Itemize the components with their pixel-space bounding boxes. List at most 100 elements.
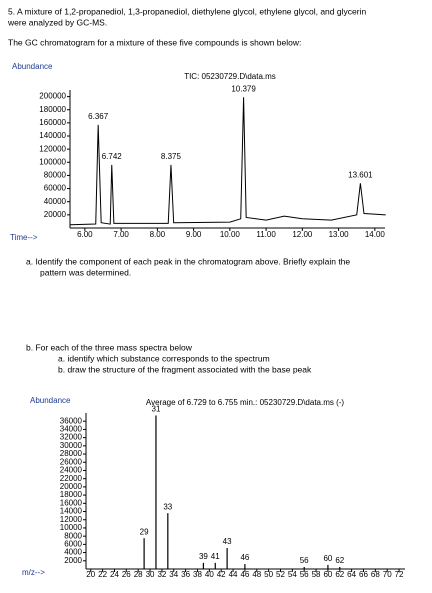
peak-label: 13.601	[348, 170, 373, 179]
peak-label: 62	[335, 556, 344, 565]
peak-label: 29	[140, 527, 149, 536]
x-tick-label: 66	[359, 570, 368, 579]
x-tick-label: 44	[229, 570, 238, 579]
x-tick-label: 52	[276, 570, 285, 579]
y-tick-label: 80000	[44, 171, 67, 180]
question-intro: were analyzed by GC-MS.	[7, 17, 107, 27]
x-tick-label: 22	[98, 570, 107, 579]
y-tick-label: 140000	[39, 131, 66, 140]
part-a: a. Identify the component of each peak i…	[26, 256, 350, 266]
x-tick-label: 12.00	[292, 230, 313, 239]
x-tick-label: 58	[312, 570, 321, 579]
x-tick-label: 10.00	[220, 230, 241, 239]
y-axis-label: Abundance	[30, 396, 71, 405]
question-lead: The GC chromatogram for a mixture of the…	[8, 37, 301, 47]
chart-title: Average of 6.729 to 6.755 min.: 05230729…	[146, 398, 345, 407]
peak-label: 43	[223, 537, 232, 546]
x-tick-label: 60	[323, 570, 332, 579]
spectrum-bar	[214, 562, 216, 569]
x-tick-label: 72	[395, 570, 404, 579]
y-tick-label: 4000	[64, 548, 82, 557]
x-tick-label: 26	[122, 570, 131, 579]
spectrum-bar	[155, 415, 157, 569]
x-tick-label: 34	[169, 570, 178, 579]
chart-title: TIC: 05230729.D\data.ms	[184, 72, 276, 81]
peak-label: 60	[323, 554, 332, 563]
peak-label: 41	[211, 552, 220, 561]
y-tick-label: 20000	[44, 210, 67, 219]
x-tick-label: 70	[383, 570, 392, 579]
part-a: pattern was determined.	[40, 267, 131, 277]
x-tick-label: 11.00	[256, 230, 276, 239]
x-tick-label: 64	[347, 570, 356, 579]
y-tick-label: 6000	[64, 539, 82, 548]
y-axis-label: Abundance	[12, 62, 53, 71]
y-tick-label: 26000	[60, 457, 83, 466]
y-tick-label: 12000	[60, 515, 83, 524]
x-tick-label: 24	[110, 570, 119, 579]
x-tick-label: 13.00	[329, 230, 350, 239]
y-tick-label: 14000	[60, 507, 83, 516]
x-tick-label: 20	[86, 570, 95, 579]
x-tick-label: 28	[134, 570, 143, 579]
peak-label: 46	[240, 553, 249, 562]
x-tick-label: 40	[205, 570, 214, 579]
spectrum-bar	[143, 538, 145, 569]
y-tick-label: 60000	[44, 184, 67, 193]
y-tick-label: 18000	[60, 490, 83, 499]
x-tick-label: 8.00	[150, 230, 166, 239]
x-tick-label: 56	[300, 570, 309, 579]
y-tick-label: 160000	[39, 118, 66, 127]
y-tick-label: 200000	[39, 92, 66, 101]
y-tick-label: 24000	[60, 466, 83, 475]
y-tick-label: 100000	[39, 157, 66, 166]
peak-label: 31	[152, 405, 161, 414]
x-tick-label: 7.00	[113, 230, 129, 239]
peak-label: 10.379	[231, 84, 256, 93]
spectrum-bar	[244, 564, 246, 569]
spectrum-bar	[202, 562, 205, 569]
x-tick-label: 62	[335, 570, 344, 579]
x-tick-label: 46	[240, 570, 249, 579]
y-tick-label: 34000	[60, 425, 83, 434]
x-tick-label: 38	[193, 570, 202, 579]
x-axis-label: Time-->	[10, 233, 38, 242]
part-b-item: a. identify which substance corresponds …	[58, 353, 270, 363]
peak-label: 33	[163, 502, 172, 511]
peak-label: 39	[199, 552, 208, 561]
spectrum-bar	[339, 566, 341, 569]
peak-label: 8.375	[161, 152, 182, 161]
y-tick-label: 120000	[39, 144, 66, 153]
chromatogram-line	[70, 97, 386, 226]
spectrum-bar	[167, 513, 169, 569]
x-tick-label: 54	[288, 570, 297, 579]
x-tick-label: 48	[252, 570, 261, 579]
y-tick-label: 2000	[64, 556, 82, 565]
x-tick-label: 32	[157, 570, 166, 579]
y-tick-label: 180000	[39, 105, 66, 114]
y-tick-label: 10000	[60, 523, 83, 532]
y-tick-label: 28000	[60, 449, 83, 458]
x-tick-label: 30	[146, 570, 155, 579]
y-tick-label: 22000	[60, 474, 83, 483]
x-tick-label: 6.00	[77, 230, 93, 239]
part-b: b. For each of the three mass spectra be…	[26, 342, 193, 352]
part-b-item: b. draw the structure of the fragment as…	[58, 364, 312, 374]
x-tick-label: 9.00	[186, 230, 202, 239]
peak-label: 6.367	[88, 112, 109, 121]
y-tick-label: 30000	[60, 441, 83, 450]
x-axis-label: m/z-->	[22, 568, 45, 577]
x-tick-label: 36	[181, 570, 190, 579]
y-tick-label: 32000	[60, 433, 83, 442]
x-tick-label: 68	[371, 570, 380, 579]
peak-label: 56	[300, 556, 309, 565]
x-tick-label: 50	[264, 570, 273, 579]
question-intro: 5. A mixture of 1,2-propanediol, 1,3-pro…	[8, 6, 366, 16]
x-tick-label: 42	[217, 570, 226, 579]
x-tick-label: 14.00	[365, 230, 386, 239]
peak-label: 6.742	[102, 152, 123, 161]
spectrum-bar	[303, 566, 305, 569]
y-tick-label: 20000	[60, 482, 83, 491]
y-tick-label: 36000	[60, 416, 83, 425]
